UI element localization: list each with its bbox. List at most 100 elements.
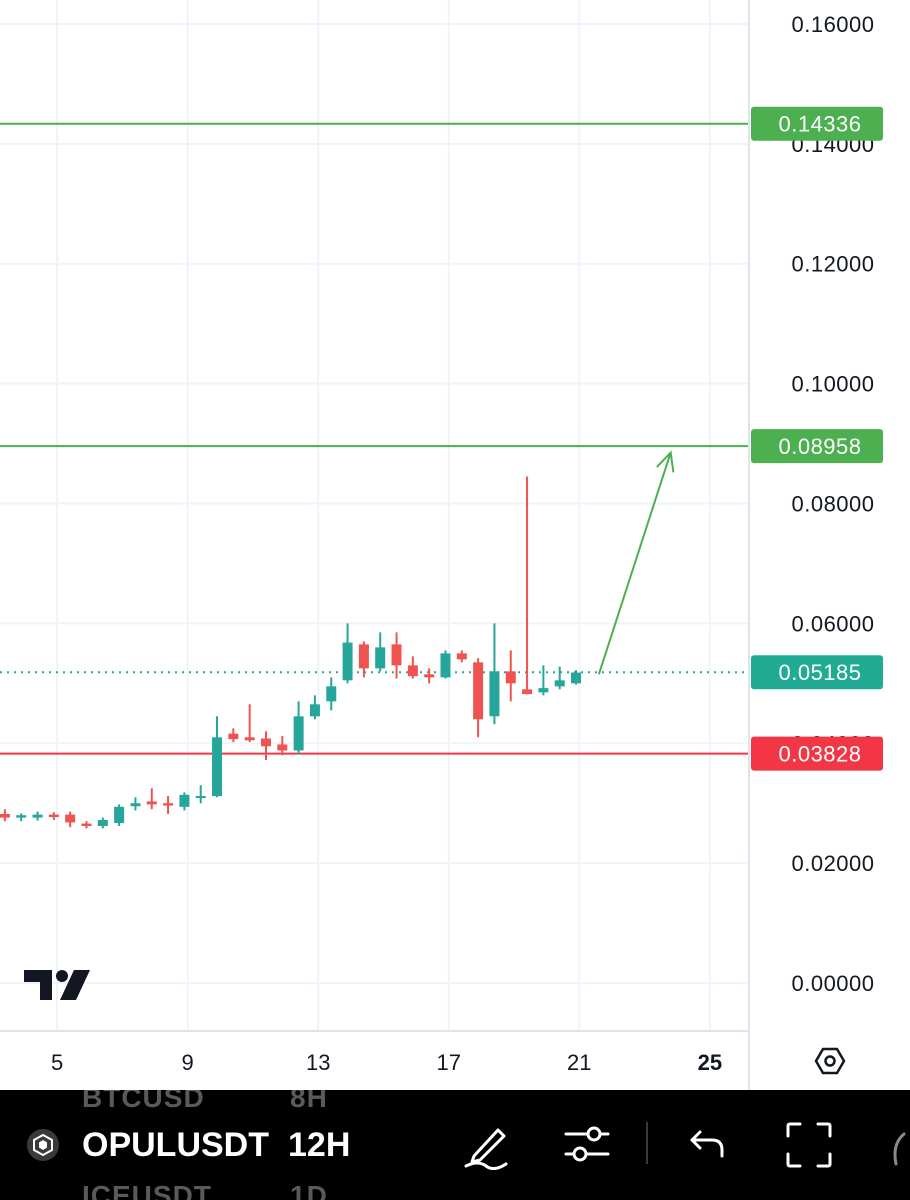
candle-body <box>554 680 565 687</box>
candle-body <box>342 642 353 681</box>
candle <box>473 658 484 738</box>
candle <box>424 668 435 684</box>
y-tick-label: 0.02000 <box>791 851 874 876</box>
candle-body <box>489 671 500 717</box>
x-tick-label: 25 <box>698 1050 722 1075</box>
x-tick-label: 9 <box>182 1050 194 1075</box>
price-label-text: 0.03828 <box>778 742 861 767</box>
ghost-interval-below: 1D <box>290 1180 328 1200</box>
x-tick-label: 13 <box>306 1050 330 1075</box>
candle-body <box>277 744 288 751</box>
symbol-logo-icon <box>27 1129 59 1161</box>
candle <box>114 804 125 826</box>
candle-body <box>0 814 10 818</box>
y-tick-label: 0.08000 <box>791 492 874 517</box>
ghost-symbol-above: BTCUSD <box>82 1090 205 1113</box>
horizontal-levels <box>0 122 749 755</box>
more-arc-icon[interactable] <box>878 1130 910 1170</box>
time-axis[interactable]: 5 9 13 17 21 25 <box>51 1050 722 1075</box>
candle <box>163 796 174 815</box>
candle <box>456 650 467 663</box>
candle <box>32 811 43 821</box>
candle-body <box>456 653 467 660</box>
x-tick-label: 5 <box>51 1050 63 1075</box>
candle <box>228 728 239 743</box>
price-label: 0.05185 <box>751 655 883 690</box>
candle-body <box>81 823 92 826</box>
candle-body <box>375 647 386 669</box>
price-label-text: 0.05185 <box>778 660 861 685</box>
candle-body <box>32 814 43 818</box>
y-tick-label: 0.06000 <box>791 611 874 636</box>
candle-body <box>326 686 337 702</box>
candle <box>16 813 27 822</box>
candle <box>309 695 320 720</box>
candle-body <box>571 672 582 684</box>
tradingview-logo <box>24 970 90 1000</box>
candle-body <box>114 806 125 824</box>
price-label-text: 0.14336 <box>778 112 861 137</box>
price-label-bg <box>751 429 883 464</box>
undo-icon[interactable] <box>686 1122 730 1166</box>
candle <box>326 677 337 711</box>
chart-grid <box>0 0 749 1031</box>
candle <box>571 670 582 685</box>
candle <box>391 632 402 679</box>
price-label-text: 0.08958 <box>778 434 861 459</box>
candle <box>146 788 157 810</box>
candle <box>538 665 549 696</box>
candle-body <box>407 665 418 677</box>
candle-body <box>309 704 320 717</box>
candle <box>65 811 76 828</box>
settings-hexagon-icon[interactable] <box>814 1047 846 1075</box>
candle-body <box>179 794 190 807</box>
candle-body <box>48 814 59 818</box>
price-label: 0.14336 <box>751 106 883 141</box>
candle-body <box>163 803 174 806</box>
candle-body <box>65 814 76 823</box>
pencil-icon[interactable] <box>462 1120 512 1170</box>
candle-body <box>195 796 206 799</box>
candle <box>130 797 141 811</box>
price-label: 0.08958 <box>751 429 883 464</box>
fullscreen-icon[interactable] <box>784 1120 834 1170</box>
price-labels: 0.14336 0.08958 0.03828 0.05185 <box>751 106 883 771</box>
candle <box>260 731 271 761</box>
candle <box>195 785 206 804</box>
candle <box>358 641 369 678</box>
candle <box>81 821 92 829</box>
candle-body <box>260 738 271 747</box>
price-chart[interactable]: 0.160000.140000.120000.100000.080000.060… <box>0 0 910 1090</box>
candle-body <box>391 644 402 666</box>
candle <box>244 704 255 743</box>
candle <box>277 736 288 756</box>
candle <box>97 817 108 829</box>
candle <box>0 809 10 822</box>
candle-body <box>424 674 435 678</box>
projection-arrow <box>597 450 675 675</box>
candle <box>342 623 353 684</box>
arrow-shaft <box>597 452 672 675</box>
y-tick-label: 0.00000 <box>791 971 874 996</box>
candle <box>293 701 304 755</box>
candle-body <box>440 653 451 678</box>
x-tick-label: 21 <box>567 1050 591 1075</box>
bottom-toolbar: BTCUSD 8H ICEUSDT 1D OPULUSDT 12H <box>0 1090 910 1200</box>
candle <box>375 632 386 672</box>
candle <box>489 623 500 725</box>
candle-body <box>505 671 516 684</box>
x-tick-label: 17 <box>437 1050 461 1075</box>
candle-body <box>538 688 549 693</box>
sliders-icon[interactable] <box>562 1120 612 1170</box>
price-axis[interactable]: 0.160000.140000.120000.100000.080000.060… <box>791 12 874 996</box>
interval-selector[interactable]: 12H <box>288 1126 351 1164</box>
y-tick-label: 0.12000 <box>791 252 874 277</box>
candle-body <box>473 662 484 720</box>
candle <box>522 476 533 695</box>
y-tick-label: 0.10000 <box>791 372 874 397</box>
candles <box>0 476 582 829</box>
candle-body <box>228 733 239 740</box>
price-label-bg <box>751 106 883 141</box>
y-tick-label: 0.16000 <box>791 12 874 37</box>
symbol-selector[interactable]: OPULUSDT <box>82 1126 269 1164</box>
